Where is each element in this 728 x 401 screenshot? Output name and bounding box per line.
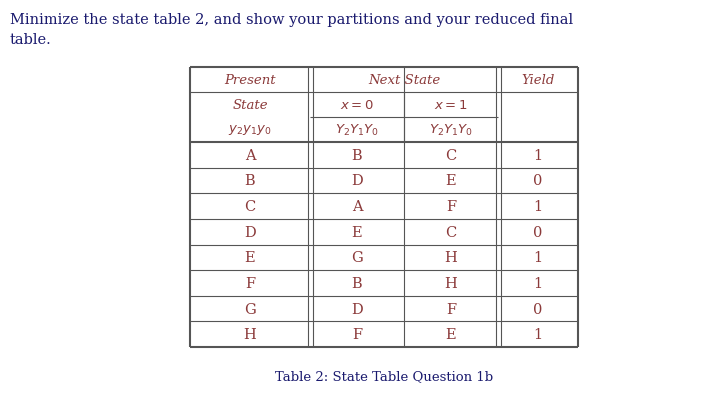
Text: B: B: [352, 276, 363, 290]
Text: C: C: [245, 200, 256, 213]
Text: B: B: [245, 174, 256, 188]
Text: E: E: [352, 225, 363, 239]
Text: E: E: [446, 174, 456, 188]
Text: H: H: [445, 276, 457, 290]
Text: H: H: [244, 327, 256, 341]
Text: 0: 0: [534, 302, 542, 316]
Text: D: D: [351, 302, 363, 316]
Text: $Y_2Y_1Y_0$: $Y_2Y_1Y_0$: [335, 123, 379, 138]
Text: 0: 0: [534, 174, 542, 188]
Text: H: H: [445, 251, 457, 265]
Text: F: F: [446, 200, 456, 213]
Text: $y_2y_1y_0$: $y_2y_1y_0$: [228, 123, 272, 137]
Text: State: State: [232, 99, 268, 112]
Text: E: E: [446, 327, 456, 341]
Text: 1: 1: [534, 276, 542, 290]
Text: Present: Present: [224, 74, 276, 87]
Text: C: C: [446, 148, 456, 162]
Text: $Y_2Y_1Y_0$: $Y_2Y_1Y_0$: [429, 123, 473, 138]
Text: B: B: [352, 148, 363, 162]
Text: $x = 0$: $x = 0$: [340, 99, 374, 112]
Text: A: A: [245, 148, 256, 162]
Text: 1: 1: [534, 251, 542, 265]
Text: Yield: Yield: [521, 74, 555, 87]
Text: E: E: [245, 251, 256, 265]
Text: F: F: [352, 327, 362, 341]
Bar: [190, 68, 578, 347]
Text: Table 2: State Table Question 1b: Table 2: State Table Question 1b: [275, 369, 493, 382]
Text: 0: 0: [534, 225, 542, 239]
Text: C: C: [446, 225, 456, 239]
Text: 1: 1: [534, 327, 542, 341]
Text: G: G: [351, 251, 363, 265]
Text: $x = 1$: $x = 1$: [434, 99, 468, 112]
Text: F: F: [245, 276, 255, 290]
Text: D: D: [244, 225, 256, 239]
Text: D: D: [351, 174, 363, 188]
Text: 1: 1: [534, 200, 542, 213]
Text: G: G: [244, 302, 256, 316]
Text: Minimize the state table 2, and show your partitions and your reduced final
tabl: Minimize the state table 2, and show you…: [10, 13, 573, 47]
Text: F: F: [446, 302, 456, 316]
Text: A: A: [352, 200, 363, 213]
Text: Next State: Next State: [368, 74, 440, 87]
Text: 1: 1: [534, 148, 542, 162]
